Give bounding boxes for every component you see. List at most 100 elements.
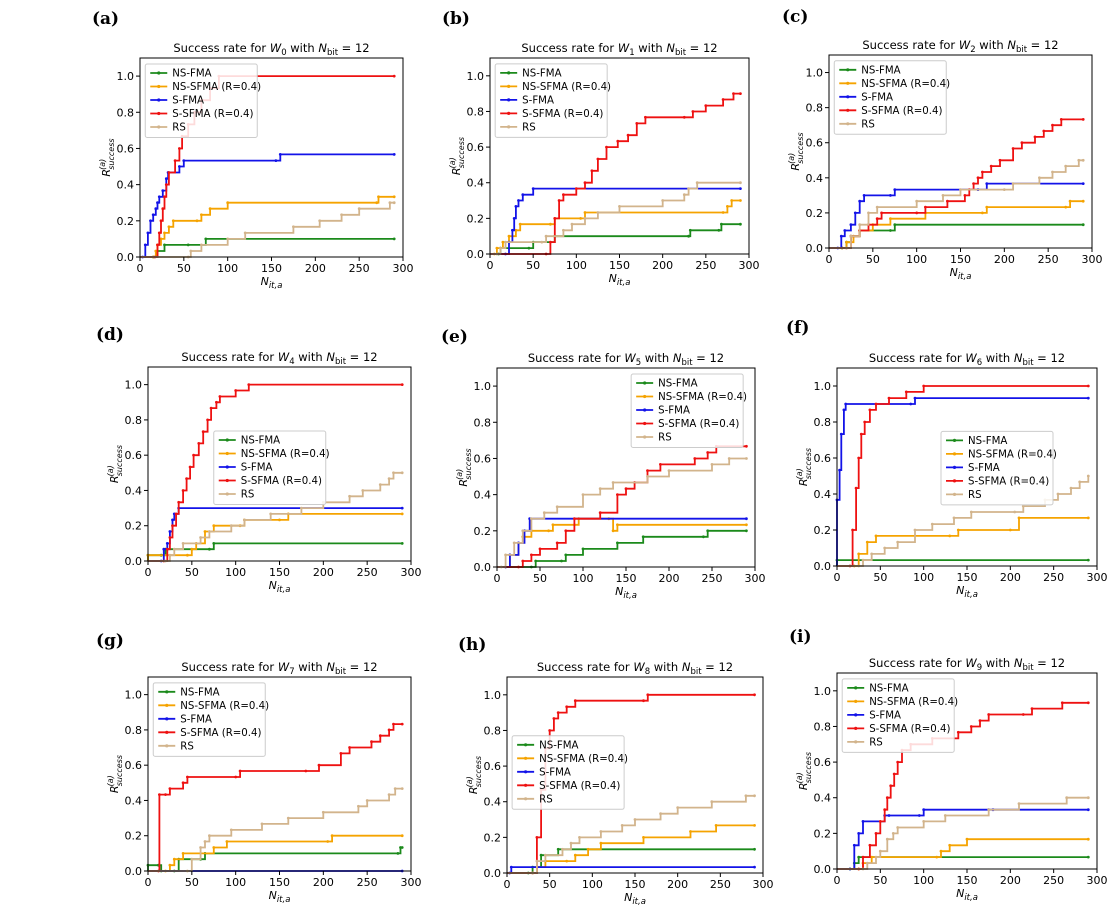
legend-label: S-FMA (658, 406, 690, 417)
series-point (396, 852, 400, 855)
series-point (868, 408, 872, 412)
x-axis-label: Nit,a (624, 891, 646, 906)
x-axis-label: Nit,a (950, 266, 972, 282)
series-point (225, 840, 229, 843)
legend-label: S-SFMA (R=0.4) (658, 419, 739, 430)
series-point (1017, 516, 1021, 520)
legend-label: NS-SFMA (R=0.4) (172, 82, 261, 93)
legend-marker (225, 478, 229, 483)
series-point (208, 547, 211, 551)
legend-marker (952, 465, 957, 469)
series-line (490, 223, 741, 255)
series-point (527, 246, 531, 250)
y-tick-label: 0.8 (125, 724, 143, 737)
series-point (172, 547, 176, 551)
legend-label: S-FMA (968, 463, 1000, 474)
series-point (959, 188, 962, 192)
series-line (147, 513, 403, 561)
series-point (212, 846, 216, 849)
legend-label: S-FMA (861, 92, 893, 103)
series-point (226, 201, 230, 205)
x-tick-label: 250 (1043, 874, 1064, 887)
series-point (149, 219, 152, 223)
series-point (874, 855, 878, 859)
series-point (956, 528, 960, 532)
x-tick-label: 250 (1043, 571, 1064, 584)
series-line (507, 866, 755, 874)
series-point (989, 164, 993, 168)
y-axis-label: R(a)success (795, 448, 813, 486)
series-point (896, 826, 900, 829)
series-point (512, 541, 516, 545)
series-point (507, 234, 511, 238)
series-point (739, 92, 742, 95)
series-point (586, 847, 590, 851)
series-point (1038, 176, 1041, 180)
legend-marker (854, 740, 858, 744)
legend-label: RS (658, 433, 672, 444)
series-point (858, 199, 862, 203)
legend-label: RS (180, 741, 194, 752)
series-point (569, 841, 573, 845)
series-point (495, 246, 499, 250)
legend-marker (225, 451, 229, 456)
series-point (304, 769, 308, 773)
x-tick-label: 300 (753, 878, 774, 891)
x-tick-label: 300 (1082, 253, 1103, 266)
legend-marker (846, 108, 850, 112)
series-point (1081, 199, 1085, 203)
y-tick-label: 1.0 (814, 380, 832, 393)
series-point (687, 234, 690, 238)
series-point (206, 418, 210, 422)
series-line (147, 846, 403, 872)
series-point (583, 211, 587, 214)
series-point (557, 199, 561, 202)
series-point (913, 528, 917, 532)
series-point (556, 711, 560, 714)
series-point (229, 524, 233, 528)
series-point (165, 542, 169, 545)
chart-title: Success rate for W5 with Nbit = 12 (528, 351, 724, 368)
series-line (148, 471, 403, 562)
legend-label: NS-SFMA (R=0.4) (869, 697, 958, 708)
series-point (874, 402, 878, 406)
series-point (853, 211, 857, 215)
series-point (556, 847, 560, 851)
series-point (642, 699, 645, 703)
series-point (857, 552, 861, 556)
series-point (641, 535, 645, 539)
series-point (159, 237, 163, 241)
x-axis-label: Nit,a (269, 579, 291, 595)
series-point (661, 199, 665, 202)
legend-marker (854, 699, 858, 703)
series-point (400, 834, 404, 838)
series-point (174, 512, 178, 516)
x-tick-label: 250 (1038, 253, 1059, 266)
series-point (192, 453, 196, 457)
legend-marker (165, 717, 169, 721)
series-point (753, 794, 756, 798)
x-axis-label: Nit,a (609, 272, 631, 288)
series-point (561, 847, 564, 851)
series-point (151, 213, 155, 217)
series-point (878, 849, 882, 853)
series-line (148, 834, 403, 872)
x-tick-label: 150 (609, 259, 630, 272)
series-point (1081, 118, 1085, 121)
series-point (370, 740, 373, 744)
series-point (378, 734, 382, 738)
legend-box (152, 682, 266, 757)
legend-label: NS-FMA (172, 69, 211, 80)
legend-label: RS (241, 490, 255, 501)
series-point (190, 857, 194, 861)
legend-label: NS-FMA (539, 740, 578, 751)
legend-marker (952, 438, 957, 442)
series-point (501, 240, 505, 244)
series-point (1078, 480, 1082, 484)
series-point (880, 211, 883, 215)
y-tick-label: 0.2 (814, 827, 832, 840)
series-point (887, 814, 891, 817)
x-tick-label: 300 (393, 262, 414, 275)
series-point (555, 505, 559, 509)
panel-label: (a) (92, 9, 119, 29)
